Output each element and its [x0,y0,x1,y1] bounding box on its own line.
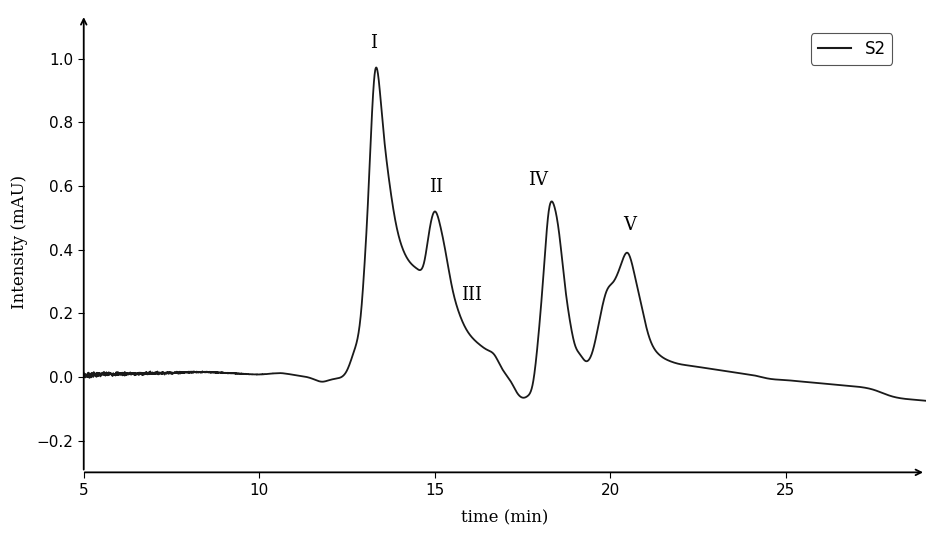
Text: V: V [622,216,636,234]
X-axis label: time (min): time (min) [461,509,548,526]
Text: II: II [429,178,443,195]
Text: III: III [461,286,481,304]
Y-axis label: Intensity (mAU): Intensity (mAU) [11,175,28,309]
Legend: S2: S2 [811,33,891,64]
Text: IV: IV [528,171,548,189]
Text: I: I [370,34,376,53]
